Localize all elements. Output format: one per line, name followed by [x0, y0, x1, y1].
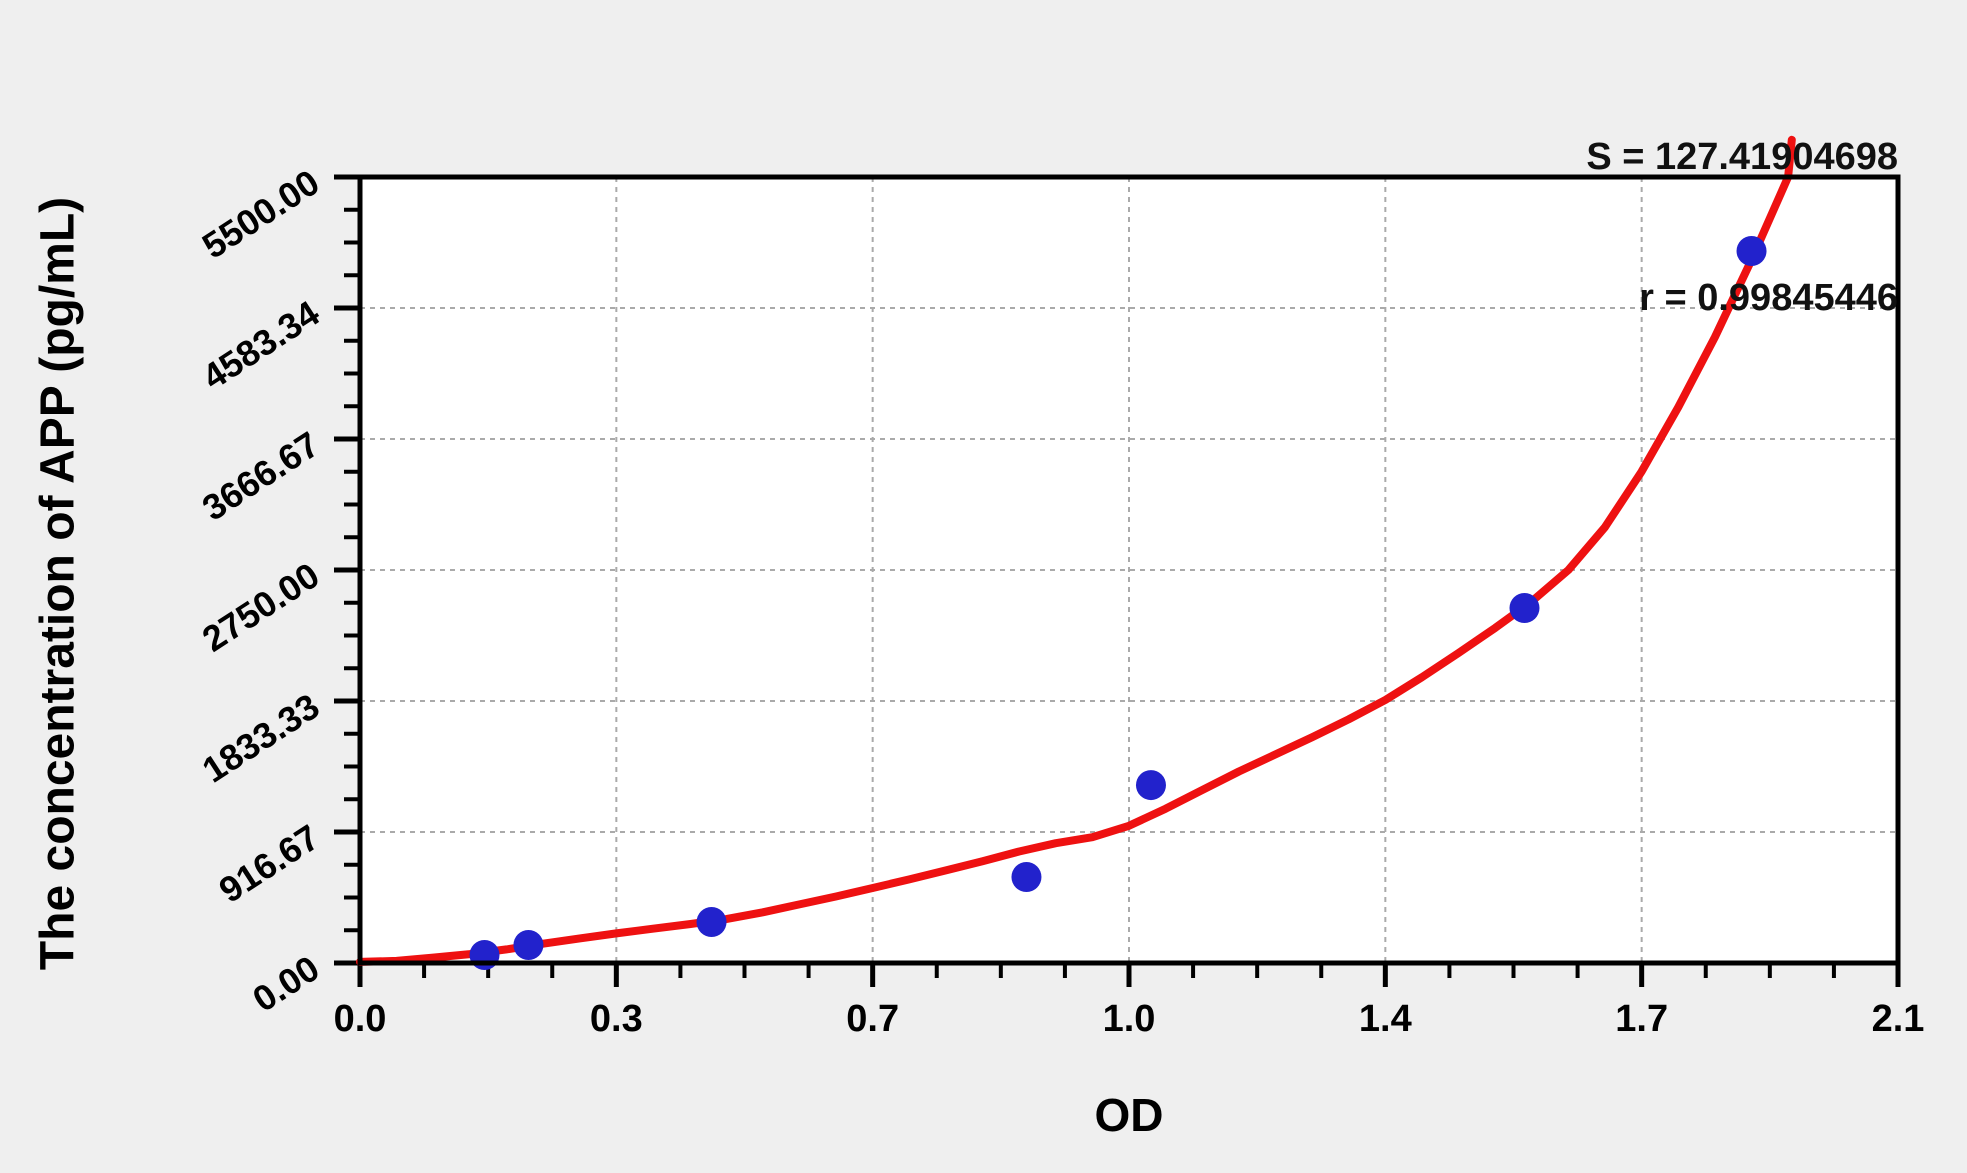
x-tick-label: 0.3 [590, 998, 643, 1040]
y-tick-label: 2750.00 [195, 554, 326, 659]
y-tick-label: 0.00 [245, 947, 326, 1020]
plot-frame [357, 174, 1901, 966]
y-tick-label: 4583.34 [195, 292, 326, 397]
x-tick-label: 2.1 [1872, 998, 1925, 1040]
data-point [1135, 770, 1166, 801]
fit-statistics: S = 127.41904698 r = 0.99845446 [1586, 40, 1898, 416]
data-point [1011, 861, 1042, 892]
y-axis-title: The concentration of APP (pg/mL) [31, 196, 85, 971]
y-tick-label: 916.67 [212, 816, 327, 910]
x-tick-label: 0.0 [334, 998, 387, 1040]
data-point [696, 906, 727, 937]
y-tick-label: 5500.00 [195, 161, 326, 266]
y-tick-label: 3666.67 [195, 423, 326, 528]
data-point [1509, 593, 1540, 624]
x-tick-label: 1.0 [1103, 998, 1156, 1040]
data-point [513, 929, 544, 960]
data-point [1736, 236, 1767, 267]
s-value-text: S = 127.41904698 [1586, 136, 1898, 178]
x-tick-label: 1.4 [1359, 998, 1412, 1040]
y-tick-label: 1833.33 [195, 685, 326, 790]
x-axis-title: OD [1094, 1089, 1164, 1141]
r-value-text: r = 0.99845446 [1639, 277, 1898, 319]
x-tick-label: 0.7 [846, 998, 899, 1040]
fit-curve [356, 135, 1796, 966]
x-tick-label: 1.7 [1615, 998, 1668, 1040]
